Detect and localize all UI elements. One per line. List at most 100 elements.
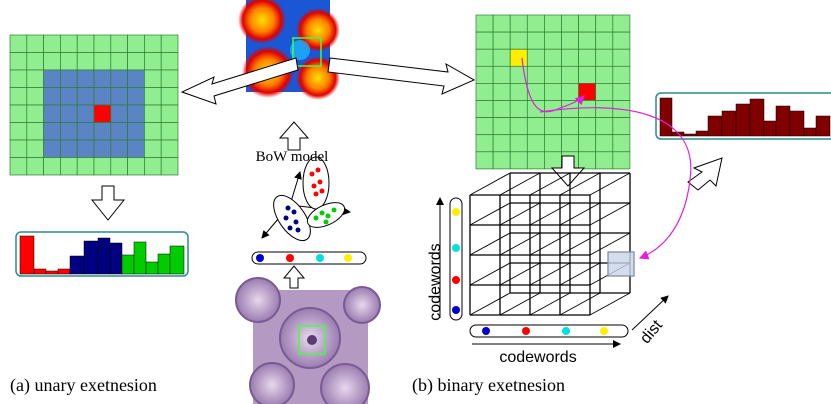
grid-cell xyxy=(493,152,510,169)
grid-cell xyxy=(510,101,527,118)
codewords-axis-label: codewords xyxy=(499,349,576,366)
grid-cell xyxy=(10,88,27,106)
grid-cell xyxy=(77,35,94,53)
grid-cell xyxy=(527,152,544,169)
grid-cell xyxy=(596,66,613,83)
cooccurrence-cube xyxy=(470,173,634,315)
cube-edge xyxy=(560,293,600,315)
grid-cell xyxy=(144,53,161,71)
grid-cell xyxy=(161,105,178,123)
grid-cell xyxy=(144,88,161,106)
selected-bin xyxy=(608,252,634,276)
grid-cell xyxy=(161,140,178,158)
grid-cell xyxy=(128,88,145,106)
grid-cell xyxy=(44,53,61,71)
grid-cell xyxy=(44,140,61,158)
grid-cell xyxy=(613,83,630,100)
grid-cell xyxy=(493,83,510,100)
grid-cell xyxy=(476,49,493,66)
bow-label: BoW model xyxy=(256,149,329,165)
grid-cell xyxy=(493,118,510,135)
grid-cell xyxy=(613,118,630,135)
grid-cell xyxy=(510,118,527,135)
grid-cell xyxy=(161,158,178,176)
grid-cell xyxy=(77,123,94,141)
grid-cell xyxy=(77,88,94,106)
grid-cell xyxy=(60,70,77,88)
grid-cell xyxy=(77,158,94,176)
grid-cell xyxy=(111,123,128,141)
grid-cell xyxy=(527,101,544,118)
grid-cell xyxy=(44,158,61,176)
grid-cell xyxy=(579,152,596,169)
grid-cell xyxy=(596,135,613,152)
grid-cell xyxy=(493,32,510,49)
grid-cell xyxy=(10,105,27,123)
grid-cell xyxy=(579,101,596,118)
grid-cell xyxy=(562,135,579,152)
unary-grid xyxy=(10,35,178,175)
grid-cell xyxy=(476,118,493,135)
grid-cell xyxy=(111,35,128,53)
grid-cell xyxy=(562,15,579,32)
grid-cell xyxy=(161,35,178,53)
grid-cell xyxy=(44,70,61,88)
grid-cell xyxy=(476,83,493,100)
grid-cell xyxy=(128,53,145,71)
cube-edge xyxy=(470,203,510,225)
grid-cell xyxy=(94,88,111,106)
grid-cell xyxy=(510,152,527,169)
grid-cell xyxy=(596,101,613,118)
binary-histogram xyxy=(656,93,831,139)
cube-edge xyxy=(500,233,540,255)
cube-edge xyxy=(530,263,570,285)
grid-cell xyxy=(44,35,61,53)
cube-edge xyxy=(470,293,510,315)
cube-edge xyxy=(590,203,630,225)
grid-cell xyxy=(562,49,579,66)
grid-cell xyxy=(94,140,111,158)
grid-cell xyxy=(111,53,128,71)
grid-cell xyxy=(613,49,630,66)
grid-cell xyxy=(144,35,161,53)
grid-cell xyxy=(161,53,178,71)
grid-cell xyxy=(579,32,596,49)
grid-cell xyxy=(579,66,596,83)
grid-cell xyxy=(527,66,544,83)
binary-grid xyxy=(476,15,630,169)
grid-cell xyxy=(510,15,527,32)
grid-cell xyxy=(128,35,145,53)
grid-cell xyxy=(596,118,613,135)
grid-cell xyxy=(562,66,579,83)
grid-cell xyxy=(613,135,630,152)
grid-cell xyxy=(613,15,630,32)
codewords-axis-label: codewords xyxy=(427,243,444,320)
grid-cell xyxy=(562,32,579,49)
grid-cell xyxy=(144,123,161,141)
grid-cell xyxy=(527,32,544,49)
grid-cell xyxy=(111,70,128,88)
grid-cell xyxy=(161,88,178,106)
unary-histogram xyxy=(16,232,188,276)
grid-cell xyxy=(94,70,111,88)
cube-edge xyxy=(530,293,570,315)
grid-cell xyxy=(111,88,128,106)
grid-cell xyxy=(527,118,544,135)
grid-cell xyxy=(27,158,44,176)
grid-cell xyxy=(60,123,77,141)
grid-cell xyxy=(493,15,510,32)
grid-cell xyxy=(94,35,111,53)
cube-edge xyxy=(590,293,630,315)
cube-edge xyxy=(560,233,600,255)
grid-cell xyxy=(161,123,178,141)
grid-cell xyxy=(60,53,77,71)
grid-cell xyxy=(44,105,61,123)
grid-cell xyxy=(27,105,44,123)
grid-cell xyxy=(613,32,630,49)
grid-cell xyxy=(10,140,27,158)
grid-cell xyxy=(44,123,61,141)
grid-cell xyxy=(128,158,145,176)
grid-cell xyxy=(596,15,613,32)
grid-cell xyxy=(493,49,510,66)
grid-cell xyxy=(128,140,145,158)
